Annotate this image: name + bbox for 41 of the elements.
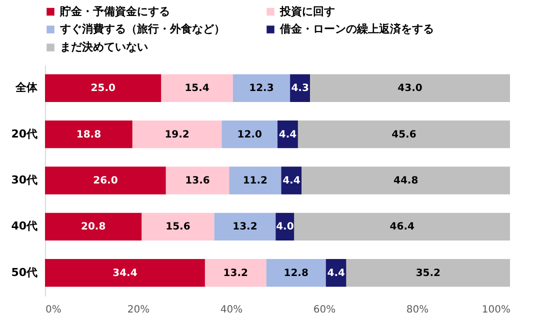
- y-tick-label: 40代: [11, 220, 38, 233]
- x-tick-label: 40%: [220, 304, 243, 316]
- data-label: 35.2: [416, 268, 441, 279]
- data-label: 15.4: [184, 83, 210, 94]
- data-label: 4.4: [282, 176, 300, 186]
- data-label: 13.6: [185, 176, 210, 186]
- data-label: 13.2: [223, 268, 248, 279]
- data-label: 12.0: [237, 129, 262, 140]
- data-label: 44.8: [393, 176, 418, 186]
- data-label: 12.8: [284, 268, 308, 279]
- data-label: 19.2: [164, 129, 190, 140]
- legend-label: 貯金・予備資金にする: [59, 4, 170, 18]
- data-label: 18.8: [76, 129, 102, 140]
- data-label: 11.2: [242, 176, 268, 186]
- y-tick-label: 50代: [11, 266, 38, 279]
- y-tick-label: 30代: [11, 174, 38, 186]
- data-label: 43.0: [398, 83, 422, 94]
- data-label: 15.6: [166, 222, 190, 233]
- data-label: 4.4: [327, 268, 345, 279]
- data-label: 26.0: [93, 176, 118, 186]
- data-label: 25.0: [90, 83, 116, 94]
- x-tick-label: 60%: [313, 304, 336, 316]
- y-tick-label: 全体: [14, 81, 38, 94]
- x-tick-label: 20%: [127, 304, 150, 316]
- data-label: 20.8: [81, 222, 106, 233]
- x-tick-label: 100%: [482, 304, 510, 316]
- data-label: 45.6: [392, 129, 416, 140]
- data-label: 4.0: [276, 222, 294, 233]
- data-label: 13.2: [232, 222, 258, 233]
- y-tick-label: 20代: [11, 127, 38, 140]
- data-label: 34.4: [112, 268, 138, 279]
- data-label: 4.3: [291, 83, 309, 94]
- x-tick-label: 0%: [46, 304, 62, 316]
- legend-label: 投資に回す: [279, 4, 335, 18]
- x-tick-label: 80%: [406, 304, 429, 316]
- legend-label: まだ決めていない: [60, 40, 148, 54]
- legend-label: すぐ消費する（旅行・外食など）: [59, 22, 225, 36]
- data-label: 12.3: [249, 83, 274, 94]
- data-label: 4.4: [278, 129, 297, 140]
- legend-label: 借金・ローンの繰上返済をする: [279, 22, 434, 36]
- data-label: 46.4: [390, 222, 414, 233]
